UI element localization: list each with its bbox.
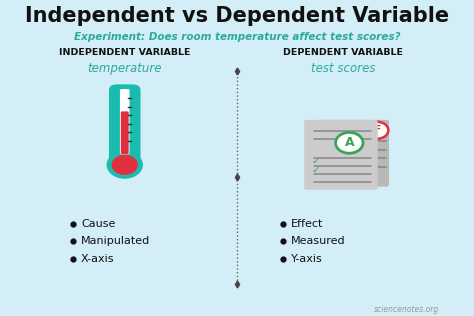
Text: ✓: ✓ — [312, 165, 320, 175]
FancyBboxPatch shape — [109, 84, 140, 162]
Text: DEPENDENT VARIABLE: DEPENDENT VARIABLE — [283, 48, 403, 57]
Text: temperature: temperature — [88, 62, 162, 75]
Text: sciencenotes.org: sciencenotes.org — [374, 305, 438, 314]
FancyBboxPatch shape — [120, 89, 129, 155]
Text: Effect: Effect — [291, 219, 323, 229]
Text: F: F — [374, 125, 381, 135]
Text: Y-axis: Y-axis — [291, 253, 323, 264]
Circle shape — [366, 122, 388, 139]
Circle shape — [107, 152, 142, 178]
FancyBboxPatch shape — [121, 112, 128, 154]
Text: A: A — [345, 136, 354, 149]
Text: Independent vs Dependent Variable: Independent vs Dependent Variable — [25, 6, 449, 27]
Text: ✓: ✓ — [312, 156, 320, 166]
FancyBboxPatch shape — [315, 120, 389, 186]
Circle shape — [336, 132, 363, 153]
Text: test scores: test scores — [311, 62, 375, 75]
Text: INDEPENDENT VARIABLE: INDEPENDENT VARIABLE — [59, 48, 191, 57]
Text: Manipulated: Manipulated — [81, 236, 150, 246]
Text: Experiment: Does room temperature affect test scores?: Experiment: Does room temperature affect… — [74, 32, 400, 42]
Text: Cause: Cause — [81, 219, 116, 229]
Text: X-axis: X-axis — [81, 253, 115, 264]
Text: Measured: Measured — [291, 236, 346, 246]
FancyBboxPatch shape — [304, 120, 378, 190]
Circle shape — [112, 155, 137, 174]
